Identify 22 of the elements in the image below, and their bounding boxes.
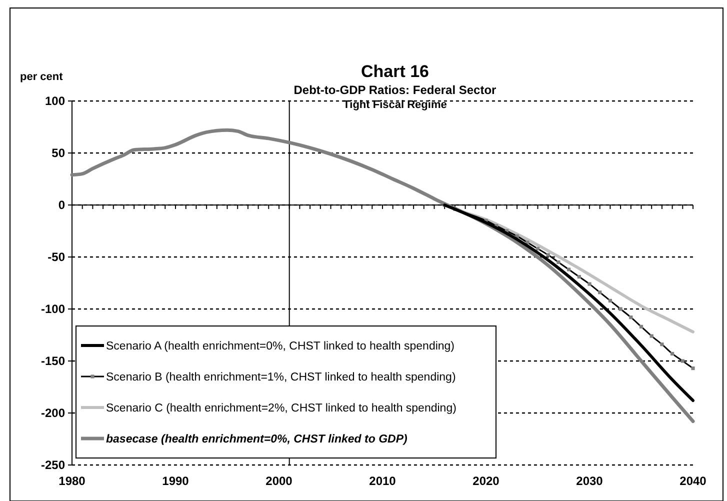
y-tick-label: 100: [44, 94, 66, 108]
y-tick-label: -150: [40, 354, 66, 368]
x-tick-label: 2000: [266, 474, 293, 488]
legend-label: basecase (health enrichment=0%, CHST linked to GDP): [106, 434, 408, 446]
chart-subtitle: Debt-to-GDP Ratios: Federal Sector: [294, 83, 497, 97]
x-tick-label: 1980: [58, 474, 86, 488]
y-tick-label: -200: [40, 406, 66, 420]
y-tick-label: 0: [58, 198, 66, 212]
y-axis-title: per cent: [20, 71, 64, 83]
chart-title: Chart 16: [360, 62, 430, 81]
x-tick-label: 2010: [369, 474, 396, 488]
x-tick-label: 2020: [472, 474, 500, 488]
x-tick-label: 2030: [576, 474, 604, 488]
x-tick-label: 2040: [680, 474, 707, 488]
legend-label: Scenario C (health enrichment=2%, CHST linked to health spending): [106, 402, 457, 415]
y-tick-label: -50: [48, 250, 66, 264]
legend-label: Scenario A (health enrichment=0%, CHST linked to health spending): [106, 340, 455, 353]
y-tick-label: 50: [52, 146, 66, 160]
legend-label: Scenario B (health enrichment=1%, CHST linked to health spending): [106, 372, 456, 384]
y-tick-label: -100: [40, 302, 66, 316]
y-tick-label: -250: [40, 458, 66, 472]
x-tick-label: 1990: [162, 474, 190, 488]
